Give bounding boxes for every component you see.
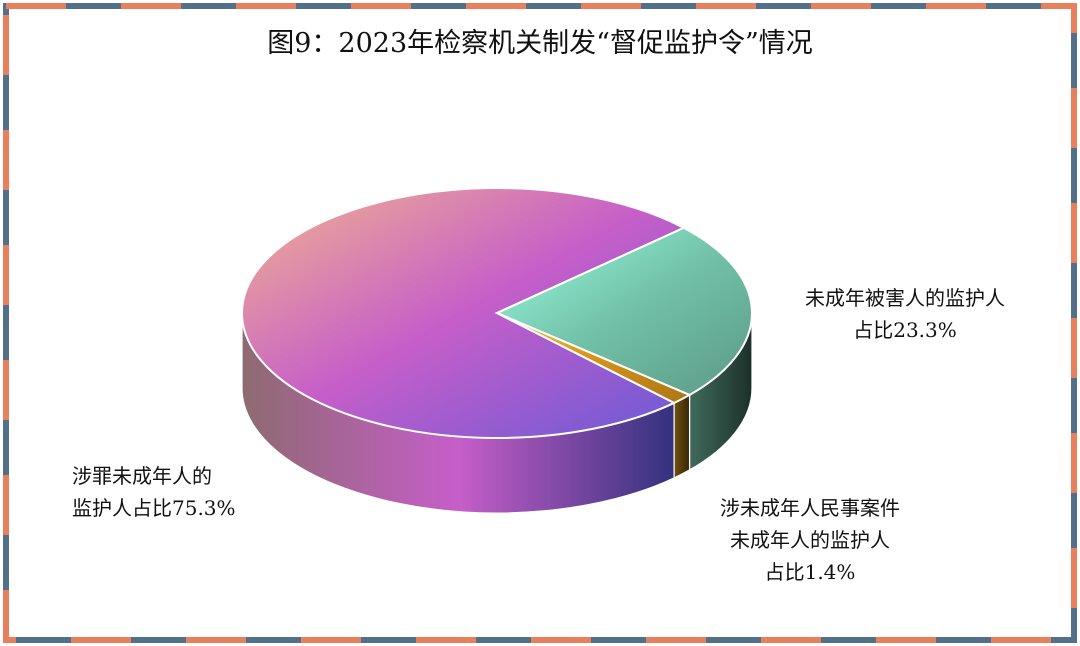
slice-category: 涉罪未成年人的监护人 <box>72 464 212 520</box>
slice-value-label: 占比1.4% <box>764 560 856 584</box>
slice-category: 涉未成年人民事案件未成年人的监护人 <box>720 496 900 552</box>
slice-value-label: 占比23.3% <box>853 318 957 342</box>
pie-slice <box>241 187 687 439</box>
pie-side <box>673 393 691 479</box>
slice-label: 未成年被害人的监护人 占比23.3% <box>795 282 1015 346</box>
pie-slice <box>494 226 753 397</box>
slice-label: 涉未成年人民事案件未成年人的监护人占比1.4% <box>717 492 903 588</box>
slice-value-label: 占比75.3% <box>132 496 236 520</box>
chart-title: 图9：2023年检察机关制发“督促监护令”情况 <box>267 28 813 59</box>
frame-dash <box>3 3 1077 643</box>
slice-label: 涉罪未成年人的监护人占比75.3% <box>72 460 236 524</box>
slice-category: 未成年被害人的监护人 <box>805 286 1005 310</box>
pie-slice <box>496 312 692 405</box>
